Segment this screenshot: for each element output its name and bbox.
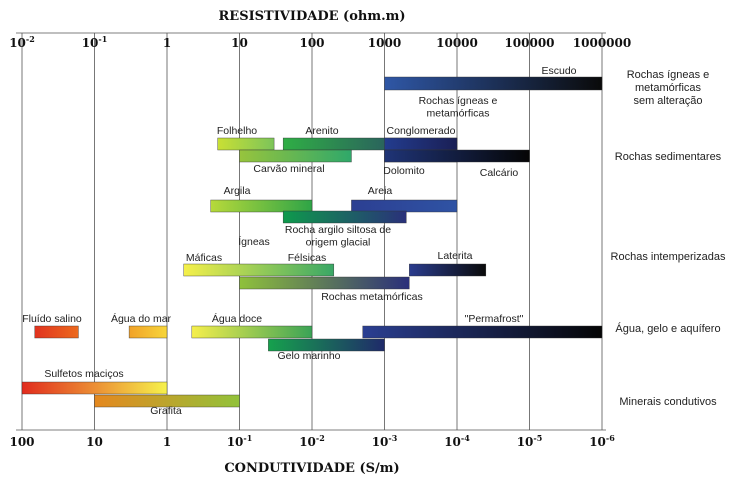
bar-label-3: Arenito — [305, 125, 338, 137]
bar-22 — [94, 394, 240, 408]
bar-14 — [409, 263, 487, 277]
bar-17 — [128, 325, 168, 339]
bar-label-11: Ígneas — [238, 235, 270, 248]
bar-label-9: Areia — [368, 185, 393, 197]
bar-label-7: Calcário — [480, 167, 519, 179]
bar-label-22: Grafita — [150, 405, 182, 417]
bar-0 — [384, 76, 603, 91]
bar-label-2: Folhelho — [217, 125, 257, 137]
tick-labels: 10-2 10-1 1 10 100 1000 10000 100000 1000000 100 1… — [9, 34, 631, 449]
bottom-tick-label: 10-3 — [372, 433, 398, 449]
bar-label-1: Rochas ígneas e metamórficas — [419, 95, 498, 120]
bottom-tick-label: 1 — [163, 435, 171, 449]
bar-20 — [268, 338, 385, 352]
top-tick-label: 10 — [231, 36, 248, 50]
group-label-2: Rochas intemperizadas — [611, 251, 726, 263]
bottom-tick-label: 10-1 — [227, 433, 253, 449]
grid — [16, 32, 606, 431]
bar-2 — [217, 137, 275, 151]
bar-label-15: Rochas metamórficas — [321, 291, 423, 303]
bar-label-4: Conglomerado — [387, 125, 456, 137]
bar-label-13: Félsicas — [288, 252, 327, 264]
top-tick-label: 10000 — [436, 36, 478, 50]
top-tick-label: 10-2 — [9, 34, 35, 50]
bar-label-0: Escudo — [541, 65, 576, 77]
bar-9 — [351, 199, 458, 213]
bar-16 — [34, 325, 79, 339]
bar-label-16: Fluído salino — [22, 313, 82, 325]
group-labels: Rochas ígneas e metamórficas sem alteração… — [611, 69, 726, 408]
bar-7 — [384, 149, 530, 163]
bottom-tick-label: 10-4 — [444, 433, 470, 449]
bar-label-8: Argila — [224, 185, 251, 197]
bottom-tick-label: 10 — [86, 435, 103, 449]
bar-label-20: Gelo marinho — [277, 350, 340, 362]
bar-label-5: Carvão mineral — [253, 163, 324, 175]
group-label-1: Rochas sedimentares — [615, 151, 722, 163]
bar-label-14: Laterita — [437, 250, 472, 262]
bar-label-19: "Permafrost" — [465, 313, 524, 325]
bars — [21, 76, 603, 408]
group-label-3: Água, gelo e aquífero — [615, 322, 720, 335]
bar-labels: Escudo Rochas ígneas e metamórficas Folhelh… — [22, 65, 576, 417]
bar-15 — [239, 276, 410, 290]
bar-12 — [183, 263, 335, 277]
bar-label-6: Dolomito — [383, 165, 425, 177]
bar-18 — [191, 325, 313, 339]
bottom-tick-label: 10-5 — [517, 433, 543, 449]
top-axis-title: RESISTIVIDADE (ohm.m) — [218, 9, 405, 24]
bar-10 — [282, 210, 407, 224]
bottom-tick-label: 100 — [9, 435, 34, 449]
bar-label-10: Rocha argilo siltosa de origem glacial — [285, 224, 391, 249]
top-tick-label: 1000 — [368, 36, 401, 50]
bar-4 — [384, 137, 458, 151]
bottom-tick-label: 10-6 — [589, 433, 615, 449]
bar-19 — [362, 325, 603, 339]
top-tick-label: 1000000 — [573, 36, 631, 50]
group-label-4: Minerais condutivos — [619, 396, 717, 408]
bar-5 — [239, 149, 352, 163]
top-tick-label: 10-1 — [82, 34, 108, 50]
bar-label-17: Água do mar — [111, 312, 172, 325]
bar-8 — [210, 199, 313, 213]
bar-label-12: Máficas — [186, 252, 222, 264]
group-label-0: Rochas ígneas e metamórficas sem alteração — [627, 69, 710, 107]
bottom-tick-label: 10-2 — [299, 433, 325, 449]
bar-label-18: Água doce — [212, 312, 262, 325]
top-tick-label: 1 — [163, 36, 171, 50]
bottom-axis-title: CONDUTIVIDADE (S/m) — [224, 461, 399, 476]
bar-label-21: Sulfetos maciços — [44, 368, 123, 380]
top-tick-label: 100 — [299, 36, 324, 50]
bar-21 — [21, 381, 168, 395]
top-tick-label: 100000 — [504, 36, 554, 50]
